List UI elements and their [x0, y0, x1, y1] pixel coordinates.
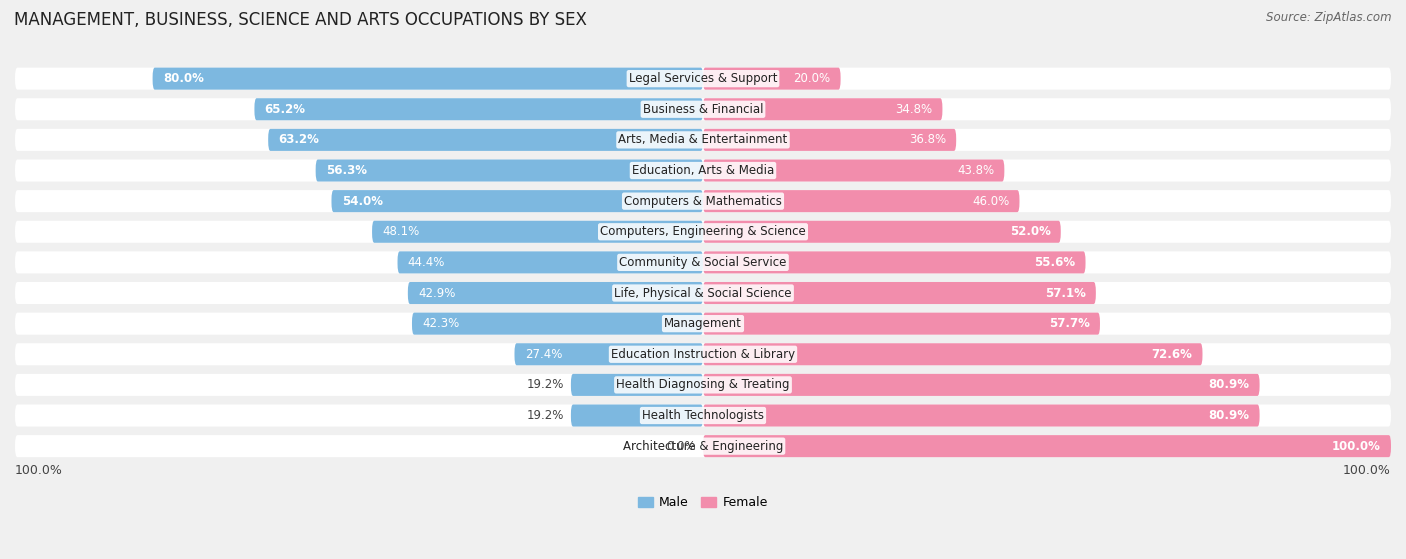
FancyBboxPatch shape [412, 312, 703, 335]
FancyBboxPatch shape [703, 159, 1004, 182]
FancyBboxPatch shape [703, 405, 1260, 427]
Text: 57.1%: 57.1% [1045, 287, 1085, 300]
Text: 48.1%: 48.1% [382, 225, 419, 238]
Text: Computers, Engineering & Science: Computers, Engineering & Science [600, 225, 806, 238]
Text: 100.0%: 100.0% [1343, 464, 1391, 477]
FancyBboxPatch shape [254, 98, 703, 120]
Text: 65.2%: 65.2% [264, 103, 305, 116]
FancyBboxPatch shape [373, 221, 703, 243]
FancyBboxPatch shape [269, 129, 703, 151]
Text: Computers & Mathematics: Computers & Mathematics [624, 195, 782, 207]
Text: 80.9%: 80.9% [1208, 378, 1250, 391]
FancyBboxPatch shape [15, 68, 1391, 89]
Text: 34.8%: 34.8% [896, 103, 932, 116]
Text: Business & Financial: Business & Financial [643, 103, 763, 116]
Text: 36.8%: 36.8% [908, 134, 946, 146]
FancyBboxPatch shape [703, 221, 1060, 243]
FancyBboxPatch shape [332, 190, 703, 212]
Text: Management: Management [664, 317, 742, 330]
FancyBboxPatch shape [15, 159, 1391, 182]
Text: MANAGEMENT, BUSINESS, SCIENCE AND ARTS OCCUPATIONS BY SEX: MANAGEMENT, BUSINESS, SCIENCE AND ARTS O… [14, 11, 586, 29]
Text: 100.0%: 100.0% [1331, 439, 1381, 453]
Text: 100.0%: 100.0% [15, 464, 63, 477]
Text: 80.9%: 80.9% [1208, 409, 1250, 422]
Text: 63.2%: 63.2% [278, 134, 319, 146]
FancyBboxPatch shape [571, 374, 703, 396]
FancyBboxPatch shape [15, 129, 1391, 151]
FancyBboxPatch shape [408, 282, 703, 304]
Text: Legal Services & Support: Legal Services & Support [628, 72, 778, 85]
FancyBboxPatch shape [703, 374, 1260, 396]
Text: 42.9%: 42.9% [418, 287, 456, 300]
Text: 57.7%: 57.7% [1049, 317, 1090, 330]
Text: 56.3%: 56.3% [326, 164, 367, 177]
Text: 19.2%: 19.2% [527, 409, 564, 422]
FancyBboxPatch shape [703, 98, 942, 120]
FancyBboxPatch shape [515, 343, 703, 365]
Text: 42.3%: 42.3% [422, 317, 460, 330]
Text: 20.0%: 20.0% [793, 72, 831, 85]
Text: 44.4%: 44.4% [408, 256, 446, 269]
Text: 54.0%: 54.0% [342, 195, 382, 207]
Text: Education, Arts & Media: Education, Arts & Media [631, 164, 775, 177]
FancyBboxPatch shape [703, 252, 1085, 273]
FancyBboxPatch shape [15, 312, 1391, 335]
FancyBboxPatch shape [15, 282, 1391, 304]
Legend: Male, Female: Male, Female [633, 491, 773, 514]
FancyBboxPatch shape [703, 129, 956, 151]
FancyBboxPatch shape [15, 405, 1391, 427]
FancyBboxPatch shape [316, 159, 703, 182]
FancyBboxPatch shape [703, 435, 1391, 457]
Text: 19.2%: 19.2% [527, 378, 564, 391]
Text: 0.0%: 0.0% [666, 439, 696, 453]
Text: 27.4%: 27.4% [524, 348, 562, 361]
Text: Life, Physical & Social Science: Life, Physical & Social Science [614, 287, 792, 300]
FancyBboxPatch shape [571, 405, 703, 427]
FancyBboxPatch shape [15, 252, 1391, 273]
FancyBboxPatch shape [15, 343, 1391, 365]
FancyBboxPatch shape [703, 312, 1099, 335]
FancyBboxPatch shape [703, 190, 1019, 212]
FancyBboxPatch shape [15, 221, 1391, 243]
Text: Health Diagnosing & Treating: Health Diagnosing & Treating [616, 378, 790, 391]
FancyBboxPatch shape [398, 252, 703, 273]
FancyBboxPatch shape [703, 282, 1095, 304]
FancyBboxPatch shape [15, 190, 1391, 212]
Text: 55.6%: 55.6% [1033, 256, 1076, 269]
Text: Health Technologists: Health Technologists [643, 409, 763, 422]
Text: Arts, Media & Entertainment: Arts, Media & Entertainment [619, 134, 787, 146]
Text: Community & Social Service: Community & Social Service [619, 256, 787, 269]
Text: 72.6%: 72.6% [1152, 348, 1192, 361]
Text: 46.0%: 46.0% [972, 195, 1010, 207]
FancyBboxPatch shape [15, 374, 1391, 396]
Text: Architecture & Engineering: Architecture & Engineering [623, 439, 783, 453]
FancyBboxPatch shape [703, 343, 1202, 365]
Text: Education Instruction & Library: Education Instruction & Library [612, 348, 794, 361]
FancyBboxPatch shape [15, 435, 1391, 457]
FancyBboxPatch shape [15, 98, 1391, 120]
FancyBboxPatch shape [703, 68, 841, 89]
Text: Source: ZipAtlas.com: Source: ZipAtlas.com [1267, 11, 1392, 24]
Text: 43.8%: 43.8% [957, 164, 994, 177]
FancyBboxPatch shape [153, 68, 703, 89]
Text: 80.0%: 80.0% [163, 72, 204, 85]
Text: 52.0%: 52.0% [1010, 225, 1050, 238]
